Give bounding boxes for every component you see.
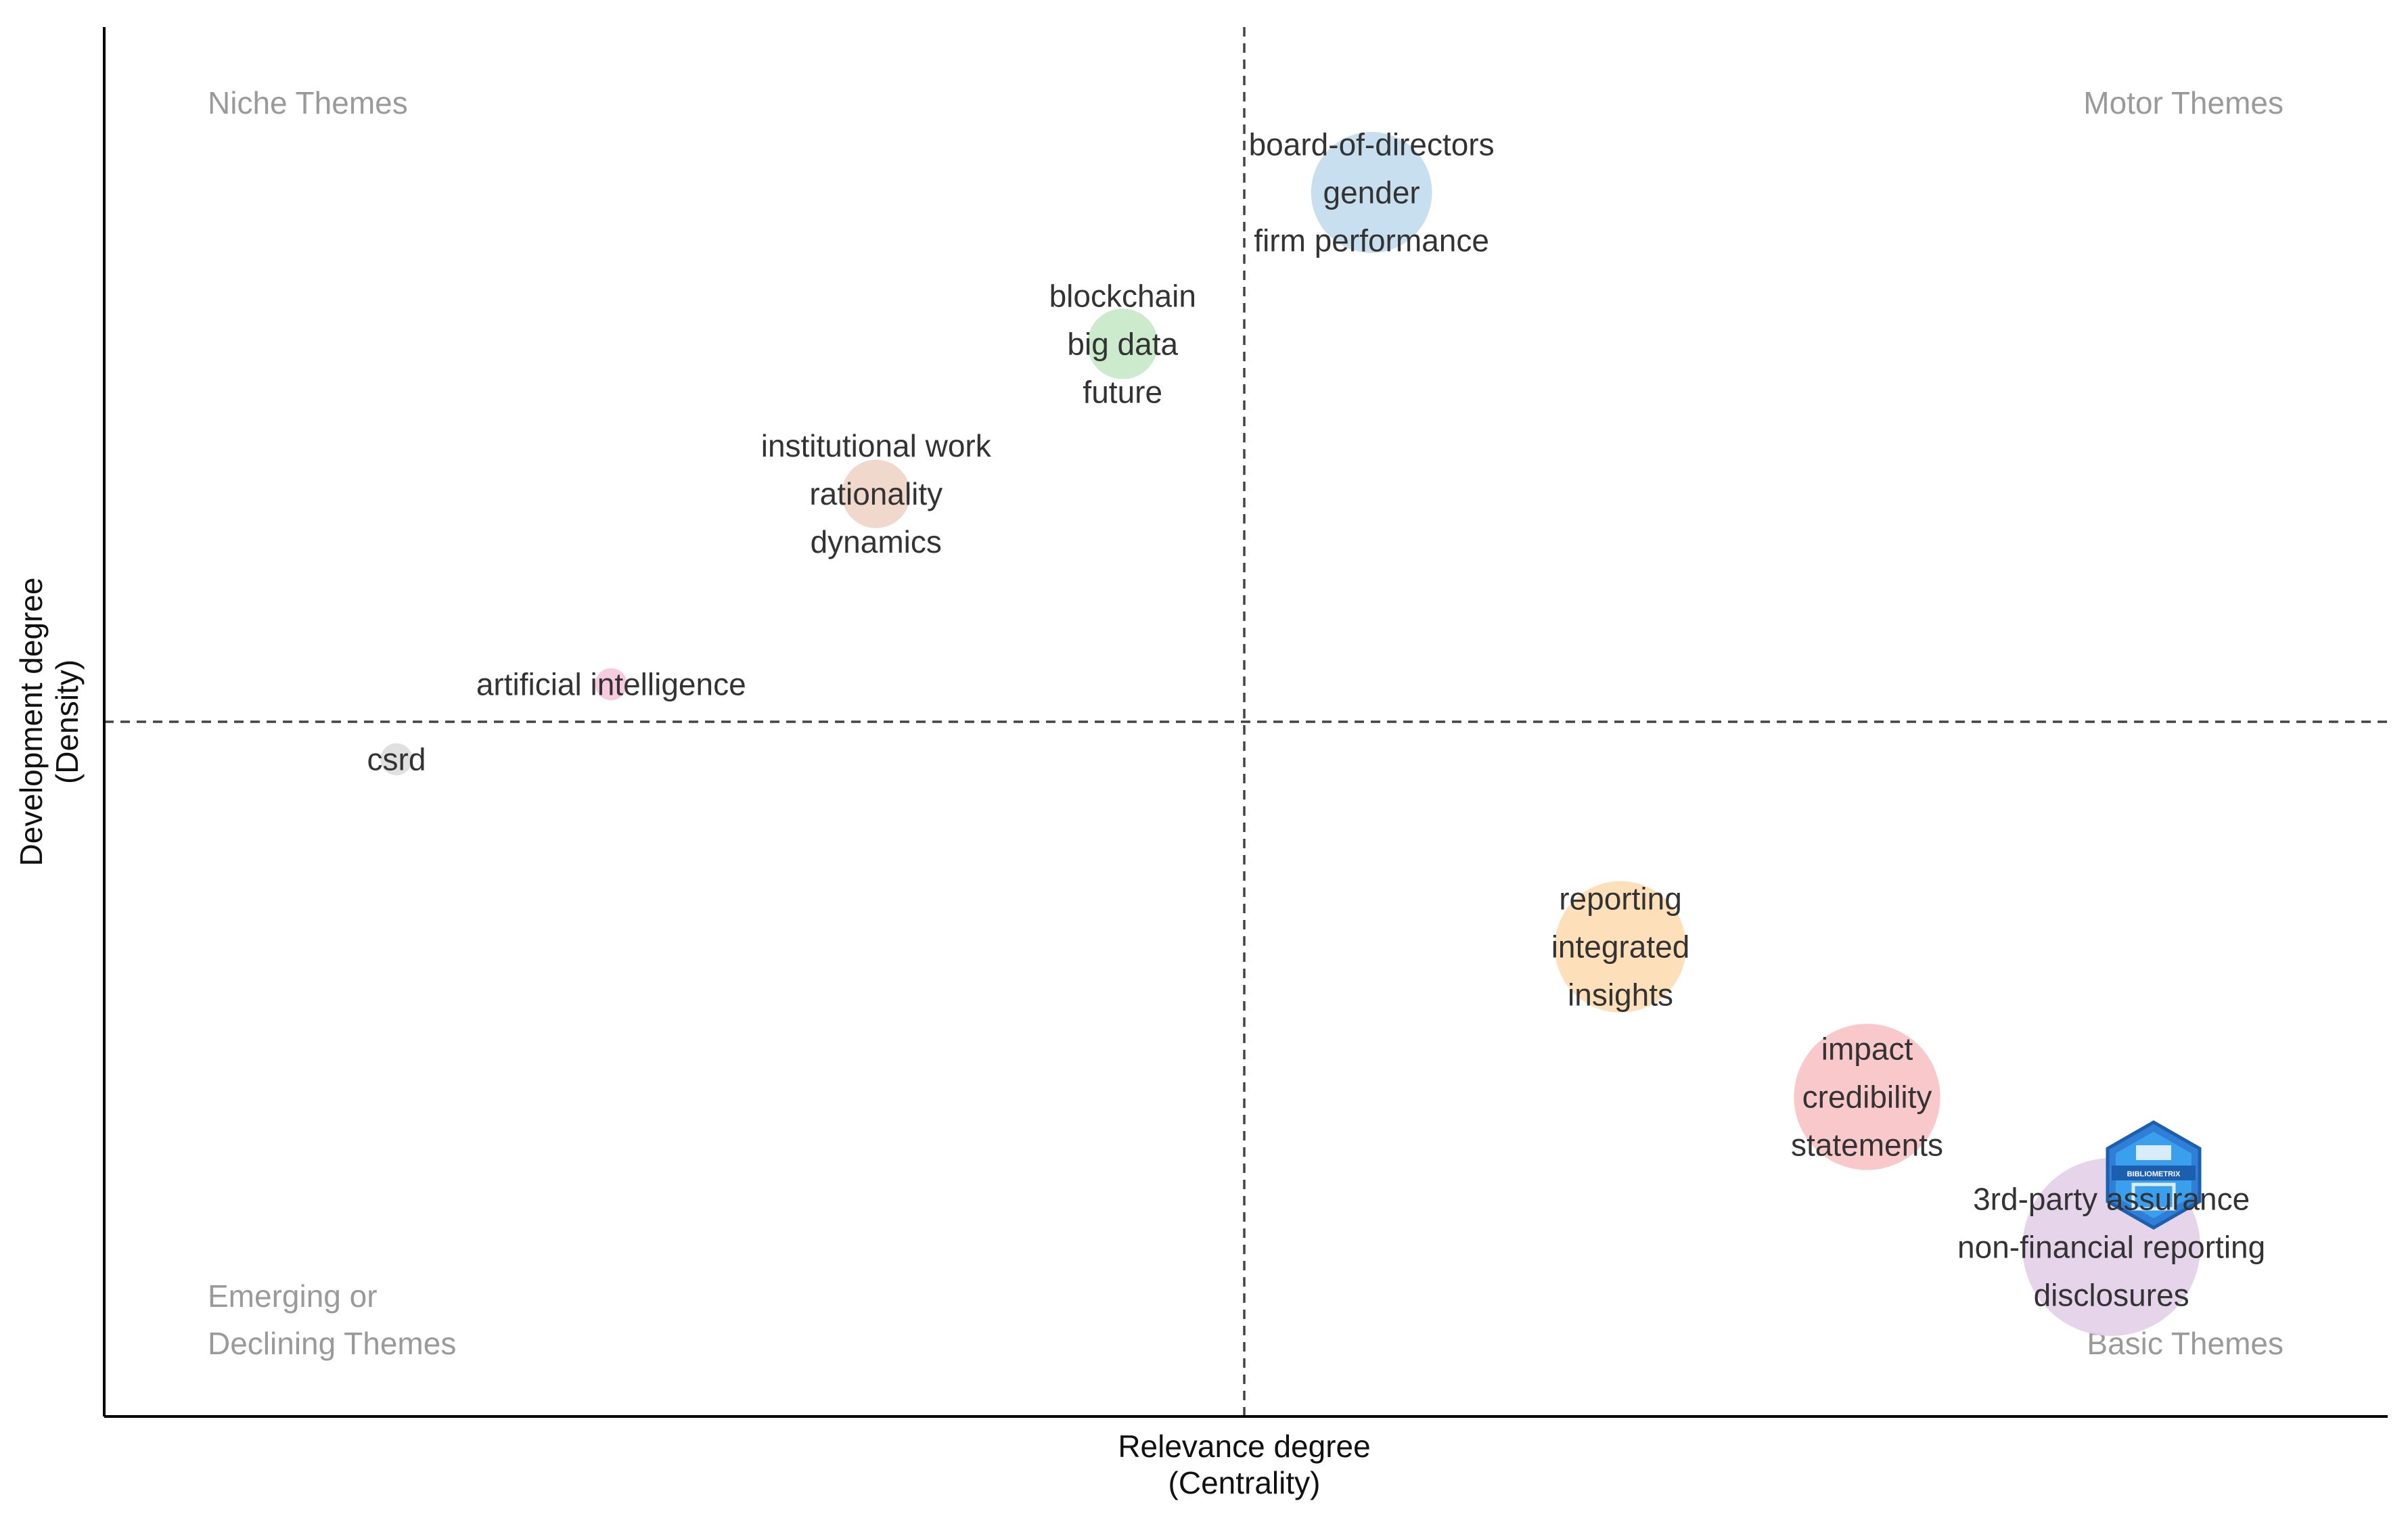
cluster-word-rationality-0: institutional work: [761, 428, 992, 463]
quadrant-labels: Niche Themes Motor Themes Emerging or De…: [208, 85, 2284, 1361]
x-axis-subtitle: (Centrality): [1168, 1465, 1321, 1500]
cluster-word-gender-0: board-of-directors: [1249, 126, 1495, 162]
cluster-word-csrd-0: csrd: [367, 741, 426, 777]
cluster-bubble-gender: [1311, 131, 1432, 253]
cluster-word-credibility-0: impact: [1821, 1032, 1913, 1067]
cluster-word-non-financial-reporting-1: non-financial reporting: [1957, 1229, 2265, 1264]
logo-text: BIBLIOMETRIX: [2127, 1170, 2181, 1178]
quadrant-label-emerging-line2: Declining Themes: [208, 1326, 456, 1361]
cluster-word-integrated-1: integrated: [1551, 929, 1690, 965]
quadrant-label-emerging-line1: Emerging or: [208, 1278, 378, 1314]
cluster-word-artificial-intelligence-0: artificial intelligence: [476, 667, 746, 702]
cluster-word-integrated-2: insights: [1568, 977, 1673, 1013]
cluster-bubble-big-data: [1087, 308, 1158, 379]
cluster-word-non-financial-reporting-2: disclosures: [2034, 1277, 2189, 1312]
cluster-word-big-data-0: blockchain: [1049, 278, 1196, 313]
cluster-word-credibility-1: credibility: [1802, 1080, 1932, 1115]
cluster-bubble-rationality: [842, 459, 911, 528]
cluster-word-big-data-2: future: [1083, 374, 1162, 409]
cluster-bubble-integrated: [1554, 881, 1687, 1013]
quadrant-label-motor: Motor Themes: [2083, 85, 2284, 120]
y-axis-subtitle: (Density): [49, 660, 85, 784]
cluster-word-gender-2: firm performance: [1254, 223, 1489, 258]
cluster-word-gender-1: gender: [1323, 175, 1420, 210]
cluster-bubble-artificial-intelligence: [595, 668, 627, 701]
cluster-word-rationality-1: rationality: [809, 476, 942, 511]
cluster-bubble-csrd: [380, 743, 413, 776]
quadrant-label-niche: Niche Themes: [208, 85, 408, 120]
bibliometrix-logo: BIBLIOMETRIX: [2106, 1120, 2202, 1230]
cluster-word-rationality-2: dynamics: [811, 524, 942, 559]
cluster-word-integrated-0: reporting: [1559, 881, 1682, 917]
cluster-word-big-data-1: big data: [1067, 326, 1178, 361]
cluster-labels: board-of-directors gender firm performance…: [367, 126, 2266, 1312]
cluster-word-non-financial-reporting-0: 3rd-party assurance: [1973, 1181, 2250, 1216]
y-axis-title: Development degree: [14, 577, 49, 866]
cluster-bubble-credibility: [1794, 1023, 1940, 1170]
cluster-word-credibility-2: statements: [1791, 1128, 1943, 1163]
x-axis-title: Relevance degree: [1118, 1429, 1370, 1464]
